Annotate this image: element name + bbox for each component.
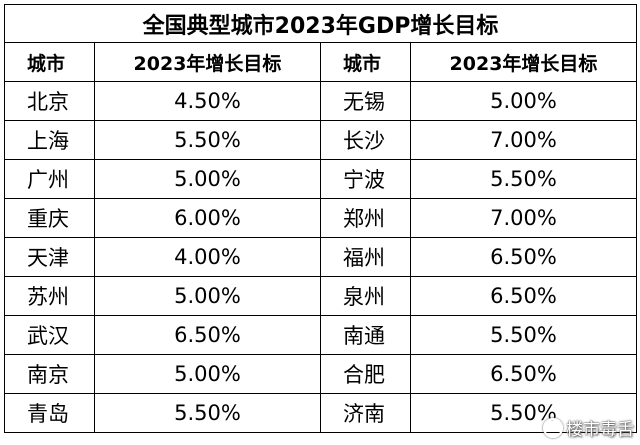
header-city-2: 城市 [320, 42, 411, 82]
city-cell: 无锡 [320, 81, 411, 121]
target-cell: 4.50% [94, 81, 321, 121]
target-cell: 5.00% [410, 81, 637, 121]
city-cell: 天津 [4, 237, 95, 277]
target-cell: 5.50% [410, 315, 637, 355]
city-cell: 南通 [320, 315, 411, 355]
watermark: 楼市毒舌 [543, 415, 634, 440]
target-cell: 5.50% [94, 120, 321, 160]
header-target-1: 2023年增长目标 [94, 42, 321, 82]
watermark-text: 楼市毒舌 [566, 420, 634, 440]
target-cell: 7.00% [410, 198, 637, 238]
target-cell: 6.50% [410, 237, 637, 277]
city-cell: 上海 [4, 120, 95, 160]
city-cell: 重庆 [4, 198, 95, 238]
target-cell: 6.00% [94, 198, 321, 238]
target-cell: 5.50% [410, 159, 637, 199]
city-cell: 长沙 [320, 120, 411, 160]
target-cell: 5.00% [94, 159, 321, 199]
header-city-1: 城市 [4, 42, 95, 82]
city-cell: 福州 [320, 237, 411, 277]
city-cell: 广州 [4, 159, 95, 199]
city-cell: 南京 [4, 354, 95, 394]
city-cell: 合肥 [320, 354, 411, 394]
header-row: 城市 2023年增长目标 城市 2023年增长目标 [4, 42, 637, 82]
city-cell: 济南 [320, 393, 411, 433]
city-cell: 泉州 [320, 276, 411, 316]
table-row: 重庆 6.00% 郑州 7.00% [4, 198, 637, 238]
city-cell: 武汉 [4, 315, 95, 355]
target-cell: 5.00% [94, 276, 321, 316]
target-cell: 5.50% [94, 393, 321, 433]
target-cell: 4.00% [94, 237, 321, 277]
table-row: 北京 4.50% 无锡 5.00% [4, 81, 637, 121]
city-cell: 苏州 [4, 276, 95, 316]
table-title: 全国典型城市2023年GDP增长目标 [4, 4, 637, 43]
table-row: 武汉 6.50% 南通 5.50% [4, 315, 637, 355]
target-cell: 6.50% [94, 315, 321, 355]
city-cell: 北京 [4, 81, 95, 121]
table-row: 广州 5.00% 宁波 5.50% [4, 159, 637, 199]
table-row: 青岛 5.50% 济南 5.50% [4, 393, 637, 433]
weibo-icon [543, 417, 563, 438]
target-cell: 6.50% [410, 354, 637, 394]
target-cell: 7.00% [410, 120, 637, 160]
city-cell: 青岛 [4, 393, 95, 433]
header-target-2: 2023年增长目标 [410, 42, 637, 82]
table-row: 苏州 5.00% 泉州 6.50% [4, 276, 637, 316]
table-row: 天津 4.00% 福州 6.50% [4, 237, 637, 277]
target-cell: 5.00% [94, 354, 321, 394]
table-row: 南京 5.00% 合肥 6.50% [4, 354, 637, 394]
city-cell: 郑州 [320, 198, 411, 238]
target-cell: 6.50% [410, 276, 637, 316]
gdp-target-table: 全国典型城市2023年GDP增长目标 城市 2023年增长目标 城市 2023年… [4, 4, 637, 433]
target-cell: 5.50% [410, 393, 637, 433]
city-cell: 宁波 [320, 159, 411, 199]
table-row: 上海 5.50% 长沙 7.00% [4, 120, 637, 160]
